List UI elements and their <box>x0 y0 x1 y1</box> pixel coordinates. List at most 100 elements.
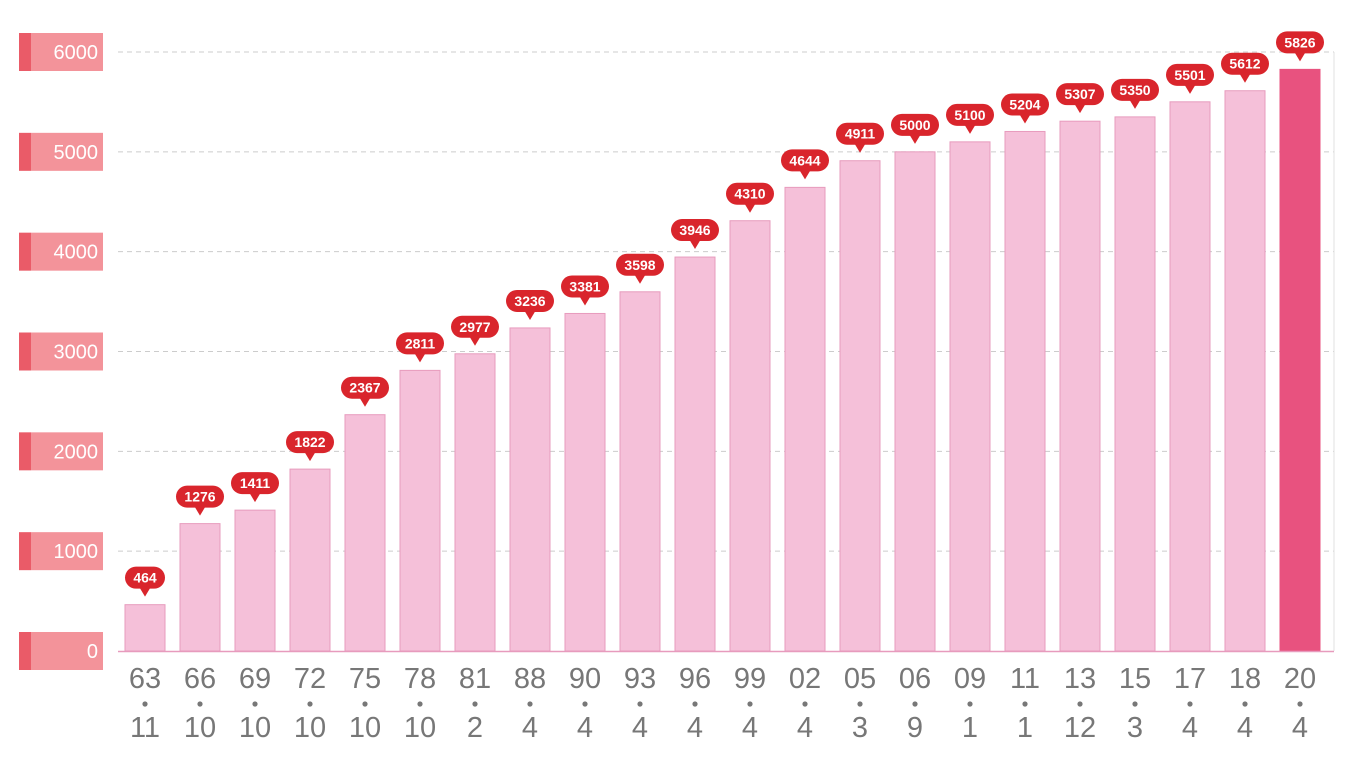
x-axis: 6311661069107210751078108128849049349649… <box>129 663 1316 744</box>
bar <box>1224 90 1266 652</box>
data-label-pointer <box>524 309 536 320</box>
y-tick-badge-edge <box>19 33 31 71</box>
x-tick-separator-dot <box>197 701 203 707</box>
x-tick-separator-dot <box>1187 701 1193 707</box>
bar <box>509 327 551 652</box>
data-label-text: 2367 <box>349 380 380 396</box>
data-label: 3236 <box>506 289 554 320</box>
x-tick-separator-dot <box>527 701 533 707</box>
y-tick-badge <box>31 332 103 371</box>
x-tick-separator-dot <box>1132 701 1138 707</box>
x-tick-label-top: 15 <box>1119 663 1151 695</box>
x-tick-label-top: 11 <box>1010 663 1040 695</box>
x-tick-label-bottom: 4 <box>1182 712 1198 744</box>
x-tick-label-top: 17 <box>1174 663 1206 695</box>
x-tick-label-bottom: 4 <box>632 712 648 744</box>
data-label-pointer <box>469 335 481 346</box>
data-label-bubble <box>176 485 224 508</box>
x-tick-label-top: 93 <box>624 663 656 695</box>
bar <box>949 141 991 652</box>
bar <box>1279 68 1321 652</box>
data-label-pointer <box>1239 72 1251 83</box>
x-tick: 69 10 <box>239 663 271 744</box>
bar <box>564 312 606 652</box>
data-label: 5826 <box>1276 31 1324 62</box>
x-tick-label-bottom: 4 <box>522 712 538 744</box>
data-label-pointer <box>1184 83 1196 94</box>
x-tick-label-bottom: 11 <box>130 712 160 744</box>
x-tick-label-bottom: 10 <box>349 712 381 744</box>
x-tick-label-bottom: 1 <box>1017 712 1033 744</box>
data-label-text: 1276 <box>184 489 215 505</box>
data-label-text: 1822 <box>294 434 325 450</box>
y-tick-label: 6000 <box>54 42 99 64</box>
data-label: 1411 <box>231 472 279 503</box>
data-label: 5000 <box>891 113 939 144</box>
data-label: 5501 <box>1166 63 1214 94</box>
x-tick-label-top: 81 <box>459 663 491 695</box>
bar <box>1004 130 1046 652</box>
data-label-bubble <box>1221 52 1269 75</box>
x-tick-label-top: 90 <box>569 663 601 695</box>
x-tick: 18 4 <box>1229 663 1261 744</box>
x-tick: 05 3 <box>844 663 876 744</box>
data-label-text: 3381 <box>569 278 600 294</box>
x-tick-label-top: 09 <box>954 663 986 695</box>
data-label-pointer <box>304 451 316 462</box>
data-label-bubble <box>125 566 165 589</box>
data-label-pointer <box>194 505 206 516</box>
x-tick-separator-dot <box>1297 701 1303 707</box>
data-label-bubble <box>1166 63 1214 86</box>
x-tick-label-top: 13 <box>1064 663 1096 695</box>
x-tick: 63 11 <box>129 663 161 744</box>
data-label-bubble <box>836 122 884 145</box>
bar <box>674 256 716 652</box>
x-tick: 72 10 <box>294 663 326 744</box>
x-tick-separator-dot <box>692 701 698 707</box>
y-tick-label: 4000 <box>54 242 99 264</box>
data-label-bubble <box>726 182 774 205</box>
x-tick: 02 4 <box>789 663 821 744</box>
x-tick-label-top: 96 <box>679 663 711 695</box>
x-tick-label-bottom: 4 <box>577 712 593 744</box>
x-tick-separator-dot <box>582 701 588 707</box>
y-tick-label: 2000 <box>54 441 99 463</box>
data-label-text: 5204 <box>1009 96 1040 112</box>
data-label-text: 4310 <box>734 186 765 202</box>
data-label-bubble <box>781 149 829 172</box>
bars <box>124 68 1321 652</box>
bar <box>289 468 331 652</box>
x-tick-label-bottom: 4 <box>687 712 703 744</box>
data-label-bubble <box>341 376 389 399</box>
x-tick-separator-dot <box>967 701 973 707</box>
data-label-bubble <box>506 289 554 312</box>
bar <box>619 291 661 652</box>
y-tick-0: 0 <box>19 632 103 670</box>
data-label-pointer <box>634 273 646 284</box>
x-tick-label-bottom: 2 <box>467 712 483 744</box>
y-tick-badge-edge <box>19 632 31 670</box>
data-label: 3946 <box>671 219 719 250</box>
data-label-pointer <box>799 169 811 180</box>
y-tick-badge <box>31 532 103 571</box>
x-tick: 99 4 <box>734 663 766 744</box>
data-label: 1822 <box>286 431 334 462</box>
x-tick-label-bottom: 4 <box>1237 712 1253 744</box>
y-tick-badge <box>31 432 103 471</box>
x-tick-separator-dot <box>472 701 478 707</box>
bar <box>1114 116 1156 652</box>
data-label-text: 2977 <box>459 319 490 335</box>
data-label-pointer <box>854 142 866 153</box>
data-label: 3598 <box>616 253 664 284</box>
data-label-text: 5100 <box>954 107 985 123</box>
x-tick-separator-dot <box>1022 701 1028 707</box>
bar <box>894 151 936 652</box>
data-label: 5204 <box>1001 93 1049 124</box>
bar <box>729 220 771 652</box>
x-tick-separator-dot <box>252 701 258 707</box>
bar <box>1059 120 1101 652</box>
x-tick: 96 4 <box>679 663 711 744</box>
data-label-text: 464 <box>133 570 157 586</box>
data-label-bubble <box>616 253 664 276</box>
x-tick-label-bottom: 10 <box>294 712 326 744</box>
